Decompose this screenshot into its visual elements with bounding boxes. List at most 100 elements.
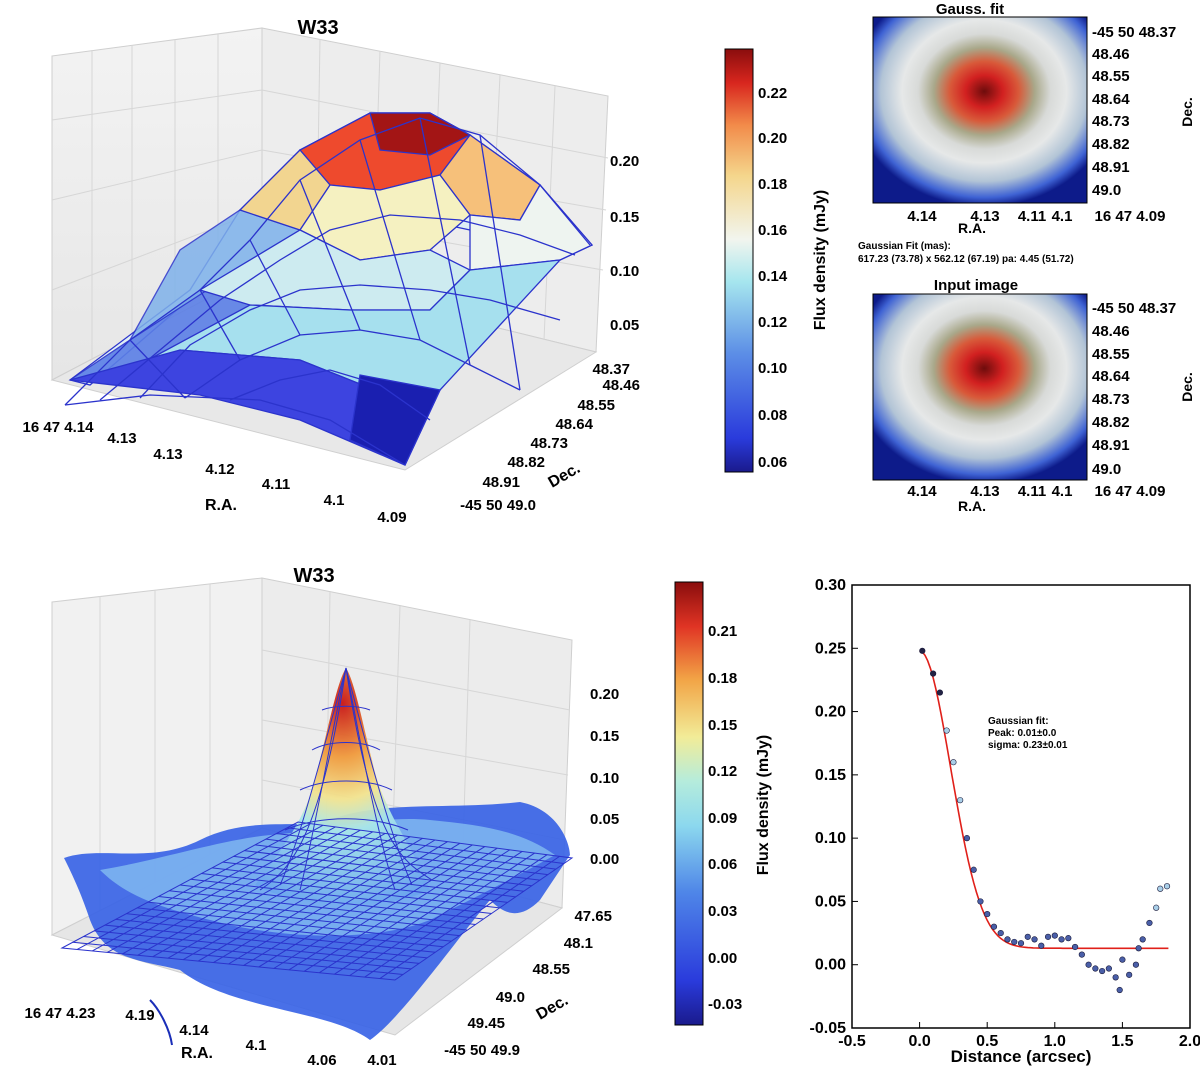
z-tick: 0.05 (610, 317, 639, 334)
mesh-line (265, 838, 548, 876)
x-tick-label: 1.0 (1044, 1033, 1066, 1050)
data-point (1085, 961, 1092, 968)
gaussian-fit-curve (919, 650, 1169, 950)
surface-top-ylabel: Dec. (546, 460, 584, 492)
colorbar-tick: 0.08 (758, 407, 787, 424)
colorbar-top-gradient (724, 48, 754, 473)
annotation-line: Gaussian fit: (988, 716, 1049, 727)
y-tick-label: 0.05 (815, 893, 846, 910)
data-point (1004, 936, 1011, 943)
colorbar-tick: 0.06 (758, 454, 787, 471)
mesh-line (233, 855, 524, 892)
data-point (957, 797, 964, 804)
x-tick: 4.01 (367, 1052, 396, 1067)
data-point (984, 910, 991, 918)
data-point (1044, 933, 1052, 940)
x-tick: 4.1 (246, 1037, 267, 1054)
y-tick-label: 0.20 (815, 704, 846, 721)
data-point (950, 759, 957, 766)
gauss-fit-xlabel: R.A. (958, 220, 986, 236)
x-tick: 4.1 (1052, 208, 1073, 225)
surface-top-z-ticks: 0.05 0.10 0.15 0.20 (610, 153, 639, 334)
colorbar-tick: 0.12 (708, 763, 737, 780)
surface-bottom-xlabel: R.A. (181, 1045, 213, 1062)
y-tick-label: 0.10 (815, 830, 846, 847)
surface-top-chart: W33 (23, 17, 640, 526)
colorbar-tick: 0.03 (708, 903, 737, 920)
y-tick: 48.73 (530, 435, 568, 452)
y-tick-label: 0.15 (815, 767, 846, 784)
colorbar-bottom-label: Flux density (mJy) (755, 735, 772, 875)
x-tick: 4.11 (1018, 483, 1046, 500)
data-point (1038, 942, 1045, 949)
data-point (1153, 904, 1160, 911)
data-point (1132, 961, 1140, 968)
fit-annotation: Gaussian fit: Peak: 0.01±0.0 sigma: 0.23… (988, 716, 1068, 751)
mesh-line (222, 861, 516, 898)
x-tick: 4.1 (1052, 483, 1073, 500)
mesh-line (287, 827, 565, 865)
profile-xlabel: Distance (arcsec) (951, 1047, 1092, 1066)
y-tick: 48.91 (1092, 159, 1130, 176)
z-tick: 0.10 (610, 263, 639, 280)
mesh-line (273, 844, 473, 969)
x-tick: 4.13 (153, 446, 182, 463)
y-tick: 48.1 (564, 935, 593, 952)
data-point (1017, 940, 1025, 947)
gauss-fit-image (872, 16, 1088, 204)
y-tick: 48.46 (1092, 46, 1130, 63)
x-tick: 4.11 (262, 476, 290, 493)
mesh-line (379, 855, 560, 979)
radial-profile-chart: -0.5 0.0 0.5 1.0 1.5 2.0 -0.05 0.00 0.05 0.10 0.15… (810, 577, 1200, 1066)
mesh-line (212, 867, 508, 903)
data-point (1146, 919, 1153, 927)
data-point (943, 727, 950, 734)
data-point (1139, 936, 1146, 943)
y-tick: 49.0 (1092, 182, 1121, 199)
mesh-line (255, 844, 540, 881)
x-tick-label: 1.5 (1111, 1033, 1133, 1050)
x-tick-label: -0.5 (838, 1033, 866, 1050)
profile-plot-area (851, 584, 1191, 1029)
mesh-line (243, 841, 448, 966)
y-tick: 48.64 (1092, 368, 1130, 385)
data-point (1163, 883, 1171, 890)
y-tick-label: -0.05 (810, 1020, 847, 1037)
y-tick: 49.45 (467, 1015, 505, 1032)
z-tick: 0.15 (610, 209, 639, 226)
x-tick: 4.14 (179, 1022, 209, 1039)
data-point (1135, 945, 1142, 952)
z-tick: 0.15 (590, 728, 619, 745)
y-tick: -45 50 49.9 (444, 1042, 520, 1059)
y-tick: 48.46 (602, 377, 640, 394)
y-tick: 49.0 (1092, 461, 1121, 478)
surface-bottom-ylabel: Dec. (534, 992, 572, 1024)
y-tick: 48.46 (1092, 323, 1130, 340)
data-point (930, 670, 937, 677)
data-point (1126, 971, 1133, 978)
y-tick: 48.82 (1092, 136, 1130, 153)
y-tick: 48.82 (507, 454, 545, 471)
x-tick: 16 47 4.14 (23, 419, 95, 436)
y-tick: 49.0 (496, 989, 525, 1006)
y-tick: 48.64 (1092, 91, 1130, 108)
colorbar-tick: 0.14 (758, 268, 788, 285)
data-point (1119, 956, 1126, 963)
x-tick: 4.1 (324, 492, 345, 509)
data-point (997, 929, 1004, 937)
colorbar-tick: 0.21 (708, 623, 737, 640)
data-point (1058, 936, 1065, 943)
data-point (1065, 935, 1072, 942)
x-tick: 16 47 4.09 (1095, 483, 1166, 500)
mesh-line (303, 847, 498, 972)
mesh-line (228, 839, 436, 965)
y-tick: 48.55 (577, 397, 615, 414)
y-tick: 48.73 (1092, 113, 1130, 130)
colorbar-tick: 0.10 (758, 360, 787, 377)
mesh-line (288, 846, 486, 971)
x-tick: 4.13 (970, 483, 999, 500)
z-tick: 0.05 (590, 811, 619, 828)
colorbar-bottom: 0.21 0.18 0.15 0.12 0.09 0.06 0.03 0.00 … (674, 581, 772, 1026)
x-tick-label: 0.5 (976, 1033, 998, 1050)
y-tick: 48.73 (1092, 391, 1130, 408)
